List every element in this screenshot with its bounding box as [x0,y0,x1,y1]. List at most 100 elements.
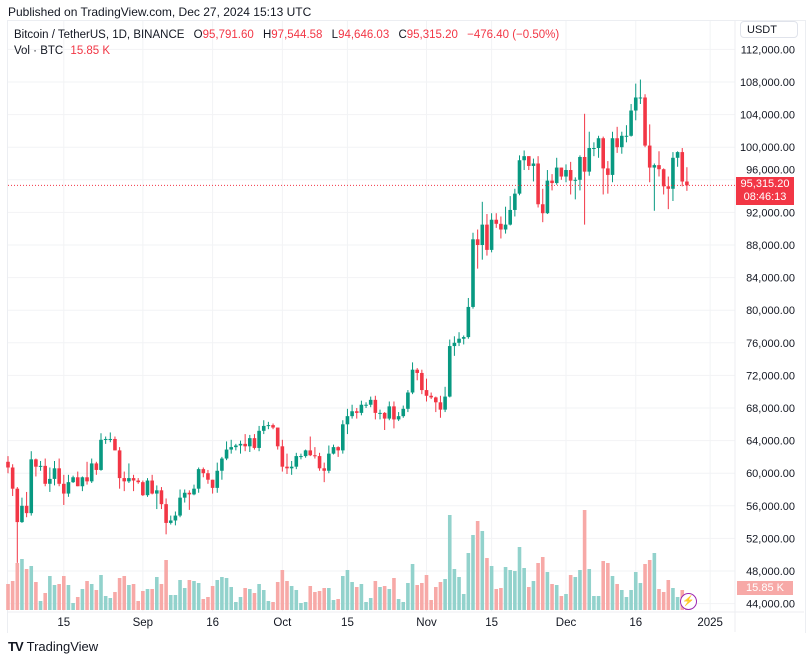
candle-body [527,156,531,166]
candle-body [434,397,438,403]
volume-bar [48,576,52,610]
volume-bar [52,585,57,610]
volume-bar [675,597,680,610]
volume-bar [592,596,596,610]
volume-bar [401,602,406,610]
candle-body [131,478,136,481]
candle-body [424,390,429,396]
candle-body [71,477,75,483]
candle-body [378,412,382,414]
low-value: 94,646.03 [338,29,390,41]
candle-body [117,450,122,479]
volume-bars [6,510,689,610]
candle-body [20,505,24,523]
volume-bar [429,600,433,610]
time-tick-label: Sep [133,617,153,629]
candle-body [359,404,364,413]
volume-bar [62,576,66,610]
volume-bar [322,588,326,610]
symbol-name[interactable]: Bitcoin / TetherUS, 1D, BINANCE [14,29,185,41]
volume-bar [517,547,522,610]
candle-body [564,170,568,177]
volume-bar [596,596,601,610]
candle-body [108,438,113,440]
candle-body [66,482,71,494]
candle-body [229,447,233,450]
price-tick-label: 64,000.00 [746,436,795,448]
volume-bar [71,603,75,610]
volume-bar [671,588,675,610]
volume-bar [582,510,587,610]
volume-bar [364,602,368,610]
volume-bar [522,568,526,610]
candle-body [540,204,545,214]
candle-body [48,478,52,484]
candle-body [517,160,522,194]
candle-body [257,430,261,448]
candle-body [582,156,587,172]
volume-bar [503,567,508,610]
candle-body [62,483,66,494]
candle-body [182,492,187,498]
volume-bar [24,569,29,610]
volume-bar [559,596,564,610]
volume-bar [536,563,540,610]
volume-bar [494,589,499,610]
candle-body [657,165,661,170]
candle-body [457,338,461,343]
candle-body [196,469,201,489]
volume-bar [187,580,192,610]
volume-bar [466,553,471,610]
volume-bar [406,583,410,610]
candle-body [392,406,396,420]
volume-bar [29,566,34,610]
volume-bar [234,602,238,610]
candle-body [368,399,373,405]
candle-body [592,148,596,150]
candle-body [224,449,229,459]
candle-body [303,450,308,457]
lightning-icon[interactable]: ⚡ [680,593,697,610]
volume-bar [629,590,633,610]
volume-bar [257,584,261,610]
candle-body [624,135,629,137]
volume-bar [443,579,447,610]
volume-bar [34,582,38,610]
candle-body [299,456,303,458]
volume-bar [122,576,127,610]
candle-body [150,480,154,494]
volume-legend-label[interactable]: Vol · BTC [14,45,64,57]
published-caption: Published on TradingView.com, Dec 27, 20… [8,5,312,19]
volume-bar [141,591,145,610]
candle-body [210,479,215,488]
candle-body [620,135,624,148]
candle-body [234,445,238,448]
time-tick-label: Dec [556,617,577,629]
candle-body [164,504,168,523]
currency-button[interactable]: USDT [740,21,798,38]
candle-body [568,170,573,181]
price-tick-label: 76,000.00 [746,338,795,350]
tradingview-logo[interactable]: TV TradingView [8,639,98,654]
volume-bar [331,600,336,610]
volume-bar [396,599,401,610]
volume-bar [461,594,466,610]
symbol-legend: Bitcoin / TetherUS, 1D, BINANCE O95,791.… [14,27,559,59]
candles [6,79,689,563]
candle-body [536,163,540,205]
candle-body [550,180,554,184]
candle-body [438,402,443,410]
price-tick-label: 52,000.00 [746,533,795,545]
candle-body [24,505,29,514]
volume-bar [624,597,629,610]
candle-body [187,492,192,495]
volume-bar [652,553,657,610]
candle-body [15,488,20,523]
candle-body [331,447,336,454]
grid [8,21,804,632]
candle-body [122,478,127,482]
candle-body [485,224,489,250]
change-value: −476.40 (−0.50%) [467,29,560,41]
volume-bar [103,596,108,610]
